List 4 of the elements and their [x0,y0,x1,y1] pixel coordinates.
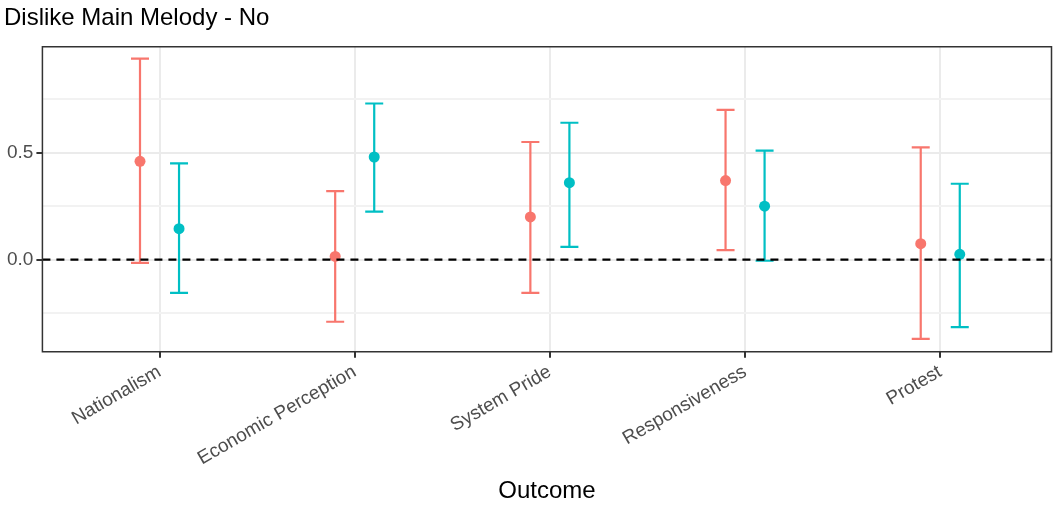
y-tick-label: 0.0 [6,247,34,269]
y-tick-label: 0.5 [6,140,34,162]
x-axis-title: Outcome [498,476,596,504]
chart-title: Dislike Main Melody - No [4,3,270,31]
